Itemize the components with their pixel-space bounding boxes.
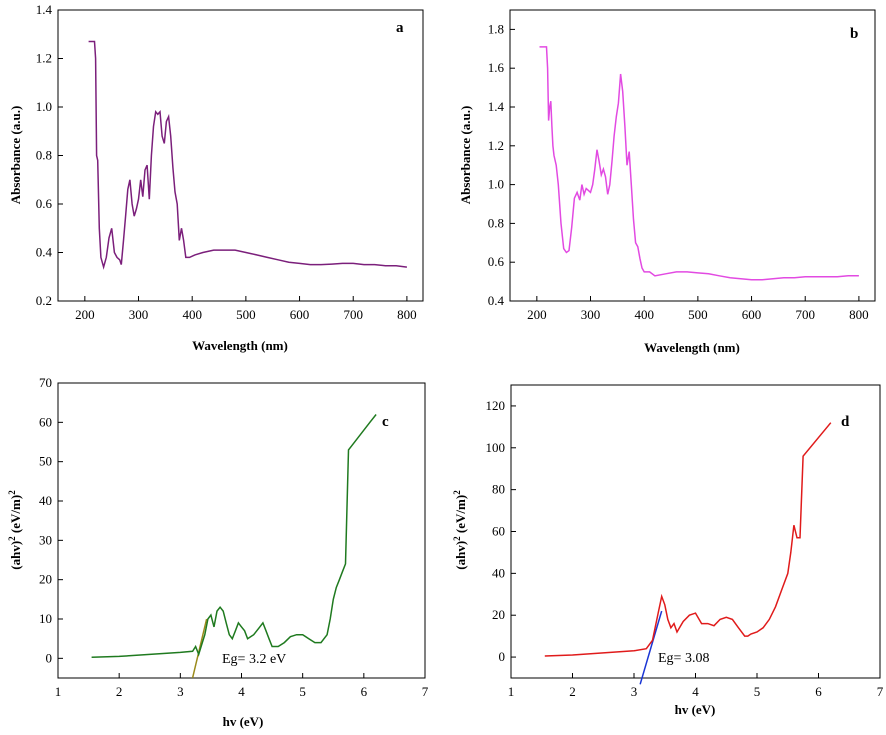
panel-c-xtick-label: 3 bbox=[177, 684, 184, 699]
panel-c-ytick-label: 60 bbox=[39, 414, 52, 429]
panel-d-xtick-label: 7 bbox=[877, 684, 884, 699]
panel-c-xtick-label: 2 bbox=[116, 684, 123, 699]
panel-d-xlabel: hv (eV) bbox=[675, 702, 716, 717]
panel-c-ytick-label: 30 bbox=[39, 532, 52, 547]
panel-b-grid-ticks: 200 300 400 500 600 700 800 0.4 0.6 0.8 1.0 1.2 1.4 1… bbox=[488, 21, 869, 322]
panel-a-ytick-label: 1.2 bbox=[36, 51, 52, 66]
panel-b-ytick-label: 1.0 bbox=[488, 177, 504, 192]
panel-c-fit-group bbox=[191, 618, 208, 679]
panel-d-xtick-label: 5 bbox=[754, 684, 761, 699]
panel-a-curve bbox=[88, 40, 407, 270]
panel-c-ytick-label: 0 bbox=[46, 650, 53, 665]
panel-a-xtick-label: 600 bbox=[290, 307, 310, 322]
panel-c-fit-line bbox=[191, 618, 208, 679]
panel-a-ytick-label: 0.6 bbox=[36, 196, 53, 211]
panel-d-annotation: Eg= 3.08 bbox=[658, 651, 709, 666]
panel-b-xtick-label: 500 bbox=[688, 307, 708, 322]
panel-a-xlabel: Wavelength (nm) bbox=[192, 338, 288, 353]
panel-b-curve bbox=[539, 46, 859, 281]
panel-d-fit-group bbox=[639, 610, 663, 685]
panel-a-grid-ticks: 200 300 400 500 600 700 800 0.2 0.4 0.6 0.8 1.0 1.2 1… bbox=[36, 2, 417, 322]
panel-b-xtick-label: 800 bbox=[849, 307, 869, 322]
panel-b-ytick-label: 1.8 bbox=[488, 21, 504, 36]
panel-c-xlabel: hv (eV) bbox=[223, 714, 264, 729]
panel-c-plot-frame bbox=[57, 382, 426, 679]
panel-b-xlabel: Wavelength (nm) bbox=[644, 340, 740, 355]
panel-c-xtick-label: 4 bbox=[238, 684, 245, 699]
panel-d-plot-frame bbox=[510, 384, 881, 679]
panel-c-xtick-label: 1 bbox=[55, 684, 62, 699]
panel-c-ytick-label: 20 bbox=[39, 572, 52, 587]
panel-b-plot-frame bbox=[509, 9, 876, 302]
panel-a-ylabel: Absorbance (a.u.) bbox=[8, 106, 23, 205]
panel-d-ytick-label: 120 bbox=[486, 398, 506, 413]
panel-a-ytick-label: 0.8 bbox=[36, 148, 52, 163]
panel-b-xtick-label: 700 bbox=[795, 307, 815, 322]
panel-a-plot-frame bbox=[57, 9, 424, 302]
panel-d-xtick-label: 2 bbox=[569, 684, 576, 699]
panel-c-curve bbox=[91, 414, 377, 658]
panel-c-ytick-label: 70 bbox=[39, 375, 52, 390]
panel-b-xtick-label: 200 bbox=[527, 307, 547, 322]
panel-d-xtick-label: 1 bbox=[508, 684, 515, 699]
panel-b-ytick-label: 1.4 bbox=[488, 99, 505, 114]
panel-a-ytick-label: 1.0 bbox=[36, 99, 52, 114]
panel-d-curve bbox=[544, 422, 832, 657]
panel-d-xtick-label: 3 bbox=[631, 684, 638, 699]
panel-a: 200 300 400 500 600 700 800 0.2 0.4 0.6 0.8 1.0 1.2 1… bbox=[8, 2, 424, 353]
panel-b-ytick-label: 0.4 bbox=[488, 293, 505, 308]
panel-d-xtick-label: 6 bbox=[815, 684, 822, 699]
panel-a-xtick-label: 500 bbox=[236, 307, 256, 322]
panel-d-grid-ticks: 1 2 3 4 5 6 7 0 20 40 60 80 100 120 bbox=[486, 398, 884, 699]
panel-b-label: b bbox=[850, 26, 858, 42]
panel-c-ytick-label: 50 bbox=[39, 454, 52, 469]
panel-d-ytick-label: 60 bbox=[492, 524, 505, 539]
panel-b-ylabel: Absorbance (a.u.) bbox=[458, 106, 473, 205]
panel-c-ytick-label: 40 bbox=[39, 493, 52, 508]
panel-a-xtick-label: 300 bbox=[129, 307, 149, 322]
panel-a-ytick-label: 0.2 bbox=[36, 293, 52, 308]
panel-c-ytick-label: 10 bbox=[39, 611, 52, 626]
panel-b: 200 300 400 500 600 700 800 0.4 0.6 0.8 1.0 1.2 1.4 1… bbox=[458, 9, 876, 355]
panel-c-xtick-label: 6 bbox=[361, 684, 368, 699]
panel-a-ytick-label: 0.4 bbox=[36, 245, 53, 260]
panel-a-xtick-label: 200 bbox=[75, 307, 95, 322]
panel-b-ytick-label: 1.2 bbox=[488, 138, 504, 153]
panel-b-ytick-label: 1.6 bbox=[488, 60, 505, 75]
panel-d-ytick-label: 80 bbox=[492, 482, 505, 497]
panel-d-xtick-label: 4 bbox=[692, 684, 699, 699]
panel-a-xtick-label: 400 bbox=[182, 307, 202, 322]
panel-a-ytick-label: 1.4 bbox=[36, 2, 53, 17]
panel-b-ytick-label: 0.8 bbox=[488, 215, 504, 230]
panel-d-label: d bbox=[841, 414, 850, 430]
panel-c-annotation: Eg= 3.2 eV bbox=[222, 652, 286, 667]
panel-c-xtick-label: 5 bbox=[299, 684, 306, 699]
panel-b-xtick-label: 600 bbox=[742, 307, 762, 322]
panel-b-xtick-label: 300 bbox=[581, 307, 601, 322]
panel-a-xtick-label: 700 bbox=[343, 307, 363, 322]
panel-d-ytick-label: 40 bbox=[492, 565, 505, 580]
panel-c-ylabel: (ahv)2 (eV/m)2 bbox=[7, 490, 23, 570]
panel-d: 1 2 3 4 5 6 7 0 20 40 60 80 100 120 d Eg= 3.08 hv (eV… bbox=[452, 384, 884, 717]
panel-d-ytick-label: 20 bbox=[492, 607, 505, 622]
panel-b-ytick-label: 0.6 bbox=[488, 254, 505, 269]
panel-a-xtick-label: 800 bbox=[397, 307, 417, 322]
panel-d-ylabel: (ahv)2 (eV/m)2 bbox=[452, 490, 468, 570]
panel-d-ytick-label: 100 bbox=[486, 440, 506, 455]
panel-a-label: a bbox=[396, 20, 404, 36]
panel-c-label: c bbox=[382, 414, 389, 430]
panel-b-xtick-label: 400 bbox=[634, 307, 654, 322]
panel-c-xtick-label: 7 bbox=[422, 684, 429, 699]
panel-d-ytick-label: 0 bbox=[499, 649, 506, 664]
panel-d-fit-line bbox=[639, 610, 663, 685]
